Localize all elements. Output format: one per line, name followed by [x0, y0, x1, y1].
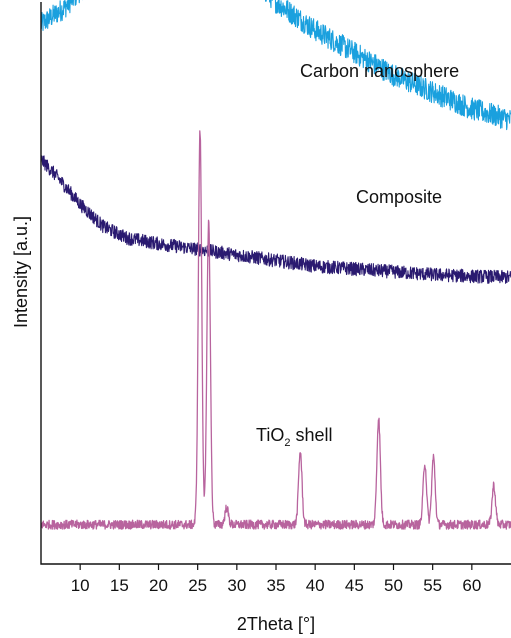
x-tick-label-15: 15 — [110, 576, 129, 595]
tio2-rest: shell — [290, 425, 332, 445]
x-tick-label-40: 40 — [306, 576, 325, 595]
series-label-carbon-nanosphere: Carbon nanosphere — [300, 61, 459, 81]
x-tick-label-30: 30 — [227, 576, 246, 595]
x-tick-label-10: 10 — [71, 576, 90, 595]
x-tick-label-45: 45 — [345, 576, 364, 595]
series-label-tio2-shell: TiO2 shell — [256, 425, 332, 449]
x-tick-label-25: 25 — [188, 576, 207, 595]
x-tick-label-50: 50 — [384, 576, 403, 595]
label-layer: Carbon nanosphere Composite TiO2 shell 2… — [11, 61, 459, 634]
x-tick-label-35: 35 — [267, 576, 286, 595]
series-line-composite — [41, 156, 511, 284]
tio2-main: TiO — [256, 425, 284, 445]
x-tick-label-20: 20 — [149, 576, 168, 595]
axis-frame — [41, 2, 511, 564]
x-axis-label: 2Theta [°] — [237, 614, 315, 634]
x-tick-label-55: 55 — [423, 576, 442, 595]
axis-layer: 10 15 20 25 30 35 40 45 50 55 60 — [41, 2, 511, 595]
x-tick-label-60: 60 — [462, 576, 481, 595]
series-label-composite: Composite — [356, 187, 442, 207]
y-axis-label: Intensity [a.u.] — [11, 216, 31, 328]
